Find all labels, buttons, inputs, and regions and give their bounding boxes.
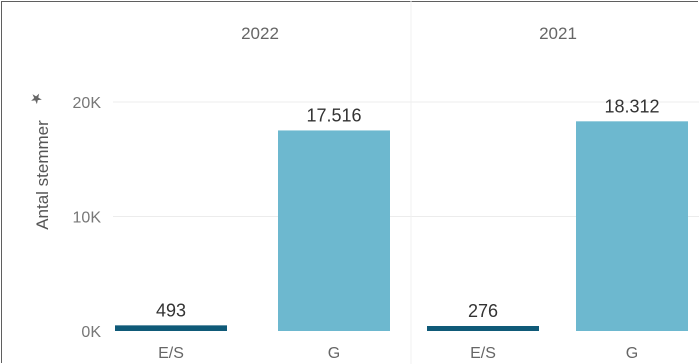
bar-e-s	[427, 326, 539, 331]
x-tick-label: E/S	[158, 345, 184, 362]
y-tick-label: 10K	[73, 210, 102, 227]
data-label: 276	[468, 301, 498, 321]
x-tick-label: G	[626, 345, 638, 362]
data-label: 17.516	[306, 105, 361, 125]
y-tick-label: 0K	[81, 324, 101, 341]
group-header-label: 2021	[539, 24, 577, 43]
y-tick-label: 20K	[73, 95, 102, 112]
x-tick-label: E/S	[470, 345, 496, 362]
data-label: 18.312	[604, 96, 659, 116]
x-tick-label: G	[328, 345, 340, 362]
group-header-label: 2022	[241, 24, 279, 43]
bar-g	[576, 121, 688, 331]
data-label: 493	[156, 300, 186, 320]
bar-g	[278, 130, 390, 331]
bar-e-s	[115, 325, 227, 331]
